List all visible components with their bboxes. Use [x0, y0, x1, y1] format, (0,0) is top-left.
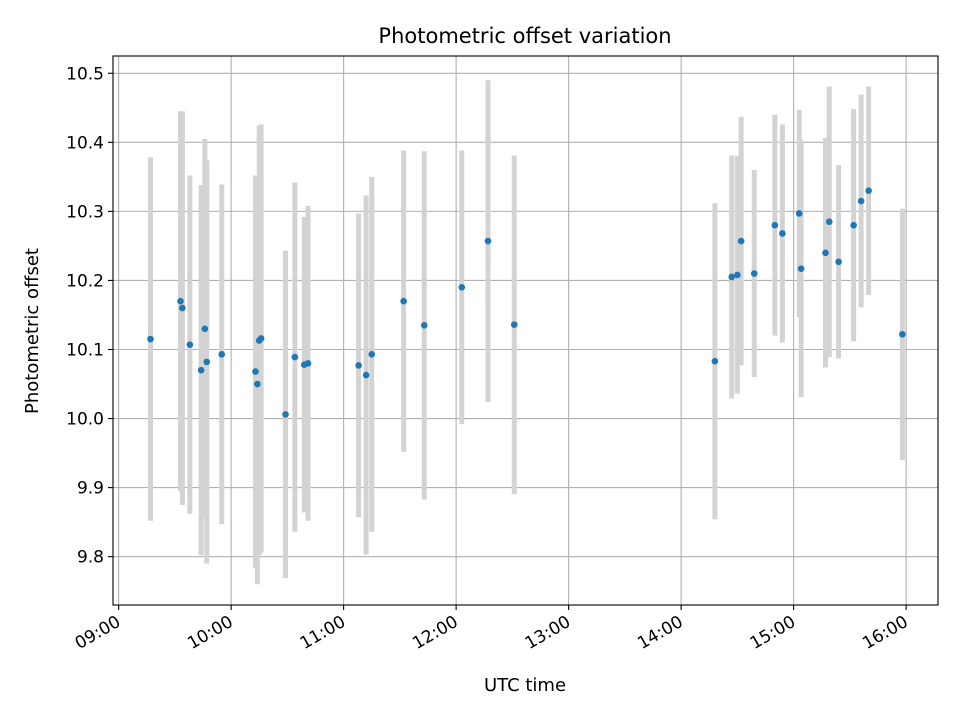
- data-point: [734, 271, 741, 279]
- data-point: [797, 265, 805, 272]
- data-point: [291, 353, 299, 361]
- data-point: [400, 297, 407, 305]
- data-point: [179, 304, 186, 312]
- data-point: [865, 187, 872, 194]
- data-point: [737, 237, 745, 245]
- data-point: [822, 249, 829, 257]
- data-point: [420, 322, 428, 329]
- y-axis-ticks: 9.8 9.9 10.0 10.1 10.2 10.3 10.4 10.5: [66, 64, 113, 568]
- data-point: [835, 258, 842, 266]
- y-tick-label: 9.8: [77, 548, 104, 568]
- y-tick-label: 9.9: [77, 479, 104, 499]
- y-axis-label: Photometric offset: [22, 248, 43, 414]
- data-point: [177, 297, 184, 305]
- data-point: [850, 221, 857, 229]
- data-point: [355, 362, 362, 369]
- data-point: [857, 197, 865, 205]
- data-point: [252, 368, 259, 375]
- data-point: [484, 237, 492, 245]
- data-point: [362, 371, 370, 379]
- data-point: [282, 411, 289, 418]
- y-tick-label: 10.3: [66, 202, 104, 222]
- y-tick-label: 10.5: [66, 64, 104, 84]
- data-point: [368, 351, 376, 358]
- data-point: [218, 351, 226, 358]
- data-point: [510, 321, 518, 328]
- y-tick-label: 10.0: [66, 410, 104, 430]
- data-point: [197, 366, 205, 374]
- chart-title: Photometric offset variation: [378, 24, 671, 48]
- data-point: [254, 380, 261, 388]
- data-point: [728, 273, 736, 281]
- data-point: [203, 358, 211, 366]
- data-point: [201, 325, 209, 333]
- data-point: [750, 270, 758, 277]
- data-point: [711, 357, 719, 365]
- y-tick-label: 10.1: [66, 340, 104, 360]
- plot-area-frame: [112, 55, 939, 606]
- data-point: [186, 341, 194, 348]
- data-point: [458, 284, 466, 291]
- data-point: [779, 230, 786, 237]
- data-point: [795, 210, 803, 217]
- data-point: [771, 221, 779, 229]
- data-point: [899, 330, 906, 338]
- point-layer: [147, 187, 906, 418]
- y-tick-label: 10.2: [66, 271, 104, 291]
- x-axis-label: UTC time: [484, 675, 566, 696]
- data-point: [257, 335, 265, 342]
- data-point: [825, 218, 833, 226]
- y-tick-label: 10.4: [66, 133, 104, 153]
- data-point: [147, 335, 154, 343]
- data-point: [304, 360, 312, 367]
